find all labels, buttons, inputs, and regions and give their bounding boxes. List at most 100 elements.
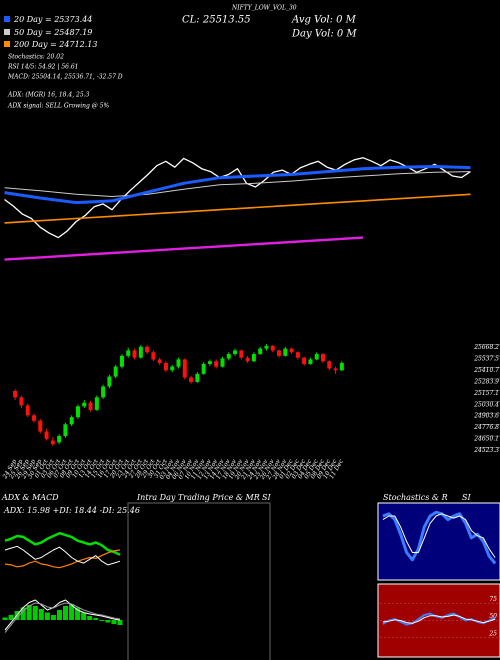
y-tick-label: 25410.7 — [473, 367, 499, 374]
candle-body — [176, 359, 181, 367]
candle-body — [277, 350, 282, 356]
candle-body — [189, 377, 194, 382]
histogram-bar — [8, 615, 14, 620]
candle-body — [283, 348, 288, 356]
candle-body — [94, 397, 99, 410]
candle-body — [245, 357, 250, 362]
y-tick-label: 50 — [489, 613, 497, 620]
candle-body — [38, 420, 43, 432]
candle-body — [333, 368, 338, 371]
y-tick-label: 24903.6 — [473, 413, 499, 420]
candle-body — [151, 352, 156, 360]
indicator-line — [4, 545, 121, 566]
candle-body — [157, 359, 162, 364]
candle-body — [295, 352, 300, 358]
y-tick-label: 24523.3 — [473, 447, 499, 454]
panel — [377, 502, 500, 581]
stoch-text: Stochastics: 20.02 — [8, 54, 64, 61]
candle-body — [239, 350, 244, 358]
candle-body — [138, 346, 143, 358]
candle-body — [44, 431, 49, 439]
indicator-line — [4, 171, 471, 197]
ema20: 20 Day = 25373.44 — [13, 15, 92, 24]
histogram-bar — [50, 615, 56, 620]
histogram-bar — [69, 604, 75, 620]
y-tick-label: 25668.2 — [473, 344, 499, 351]
candle-body — [314, 354, 319, 360]
candle-body — [163, 363, 168, 371]
candle-body — [50, 440, 55, 445]
indicator-line — [4, 236, 364, 261]
candle-body — [82, 402, 87, 407]
histogram-bar — [111, 620, 117, 624]
candle-body — [321, 354, 326, 362]
indicator-line — [4, 165, 471, 205]
candle-body — [220, 358, 225, 367]
candle-body — [302, 357, 307, 364]
candle-body — [31, 415, 36, 421]
histogram-bar — [105, 620, 111, 623]
candle-body — [119, 355, 124, 367]
legend-swatch — [4, 16, 10, 22]
ema200: 200 Day = 24712.13 — [13, 40, 97, 49]
candle-body — [170, 366, 175, 371]
candle-body — [57, 436, 62, 443]
ema50: 50 Day = 25487.19 — [14, 28, 92, 37]
histogram-bar — [93, 618, 99, 620]
indicator-line — [4, 193, 471, 224]
legend-swatch — [4, 29, 10, 35]
symbol: NIFTY_LOW_VOL_30 — [231, 5, 297, 12]
indicator-line — [4, 549, 121, 569]
histogram-bar — [2, 617, 8, 620]
y-tick-label: 25030.4 — [473, 401, 499, 408]
panel — [127, 502, 271, 660]
histogram-bar — [44, 612, 50, 620]
legend-swatch — [4, 41, 10, 47]
histogram-bar — [32, 606, 38, 620]
macd-text: MACD: 25504.14, 25536.71, -32.57 D — [7, 74, 123, 81]
panel-subtitle: ADX: 15.98 +DI: 18.44 -DI: 25.46 — [3, 506, 140, 515]
candle-body — [101, 386, 106, 398]
day-vol: Day Vol: 0 M — [291, 29, 357, 40]
candle-body — [251, 354, 256, 362]
histogram-bar — [26, 605, 32, 620]
histogram-bar — [87, 616, 93, 620]
histogram-bar — [81, 612, 87, 620]
candle-body — [145, 346, 150, 353]
close-price: CL: 25513.55 — [182, 15, 251, 26]
candle-body — [69, 417, 74, 425]
candle-body — [113, 366, 118, 377]
candle-body — [264, 345, 269, 349]
candle-body — [258, 348, 263, 355]
candle-body — [75, 406, 80, 418]
candle-body — [13, 390, 18, 398]
candle-body — [19, 397, 24, 406]
candle-body — [201, 363, 206, 374]
candle-body — [132, 350, 137, 358]
candle-body — [289, 348, 294, 353]
indicator-line — [382, 614, 496, 624]
candle-body — [214, 361, 219, 367]
candle-body — [339, 363, 344, 371]
histogram-bar — [99, 620, 105, 621]
candle-body — [308, 359, 313, 364]
candle-body — [88, 402, 93, 410]
panel-title: Stochastics & R — [383, 493, 448, 502]
candle-body — [327, 361, 332, 369]
indicator-line — [382, 513, 496, 558]
y-tick-label: 25157.1 — [473, 390, 499, 397]
candle-body — [182, 359, 187, 378]
panel-title: Intra Day Trading Price & MR — [136, 493, 260, 502]
histogram-bar — [38, 609, 44, 620]
y-tick-label: 24776.8 — [473, 424, 499, 431]
histogram-bar — [117, 620, 123, 625]
y-tick-label: 25537.5 — [473, 356, 499, 363]
candle-body — [126, 350, 131, 356]
y-tick-label: 25283.9 — [473, 378, 499, 385]
y-tick-label: 25 — [488, 630, 497, 637]
panel-title: ADX & MACD — [1, 493, 59, 502]
candle-body — [233, 350, 238, 355]
candle-body — [107, 376, 112, 387]
histogram-bar — [75, 607, 81, 620]
